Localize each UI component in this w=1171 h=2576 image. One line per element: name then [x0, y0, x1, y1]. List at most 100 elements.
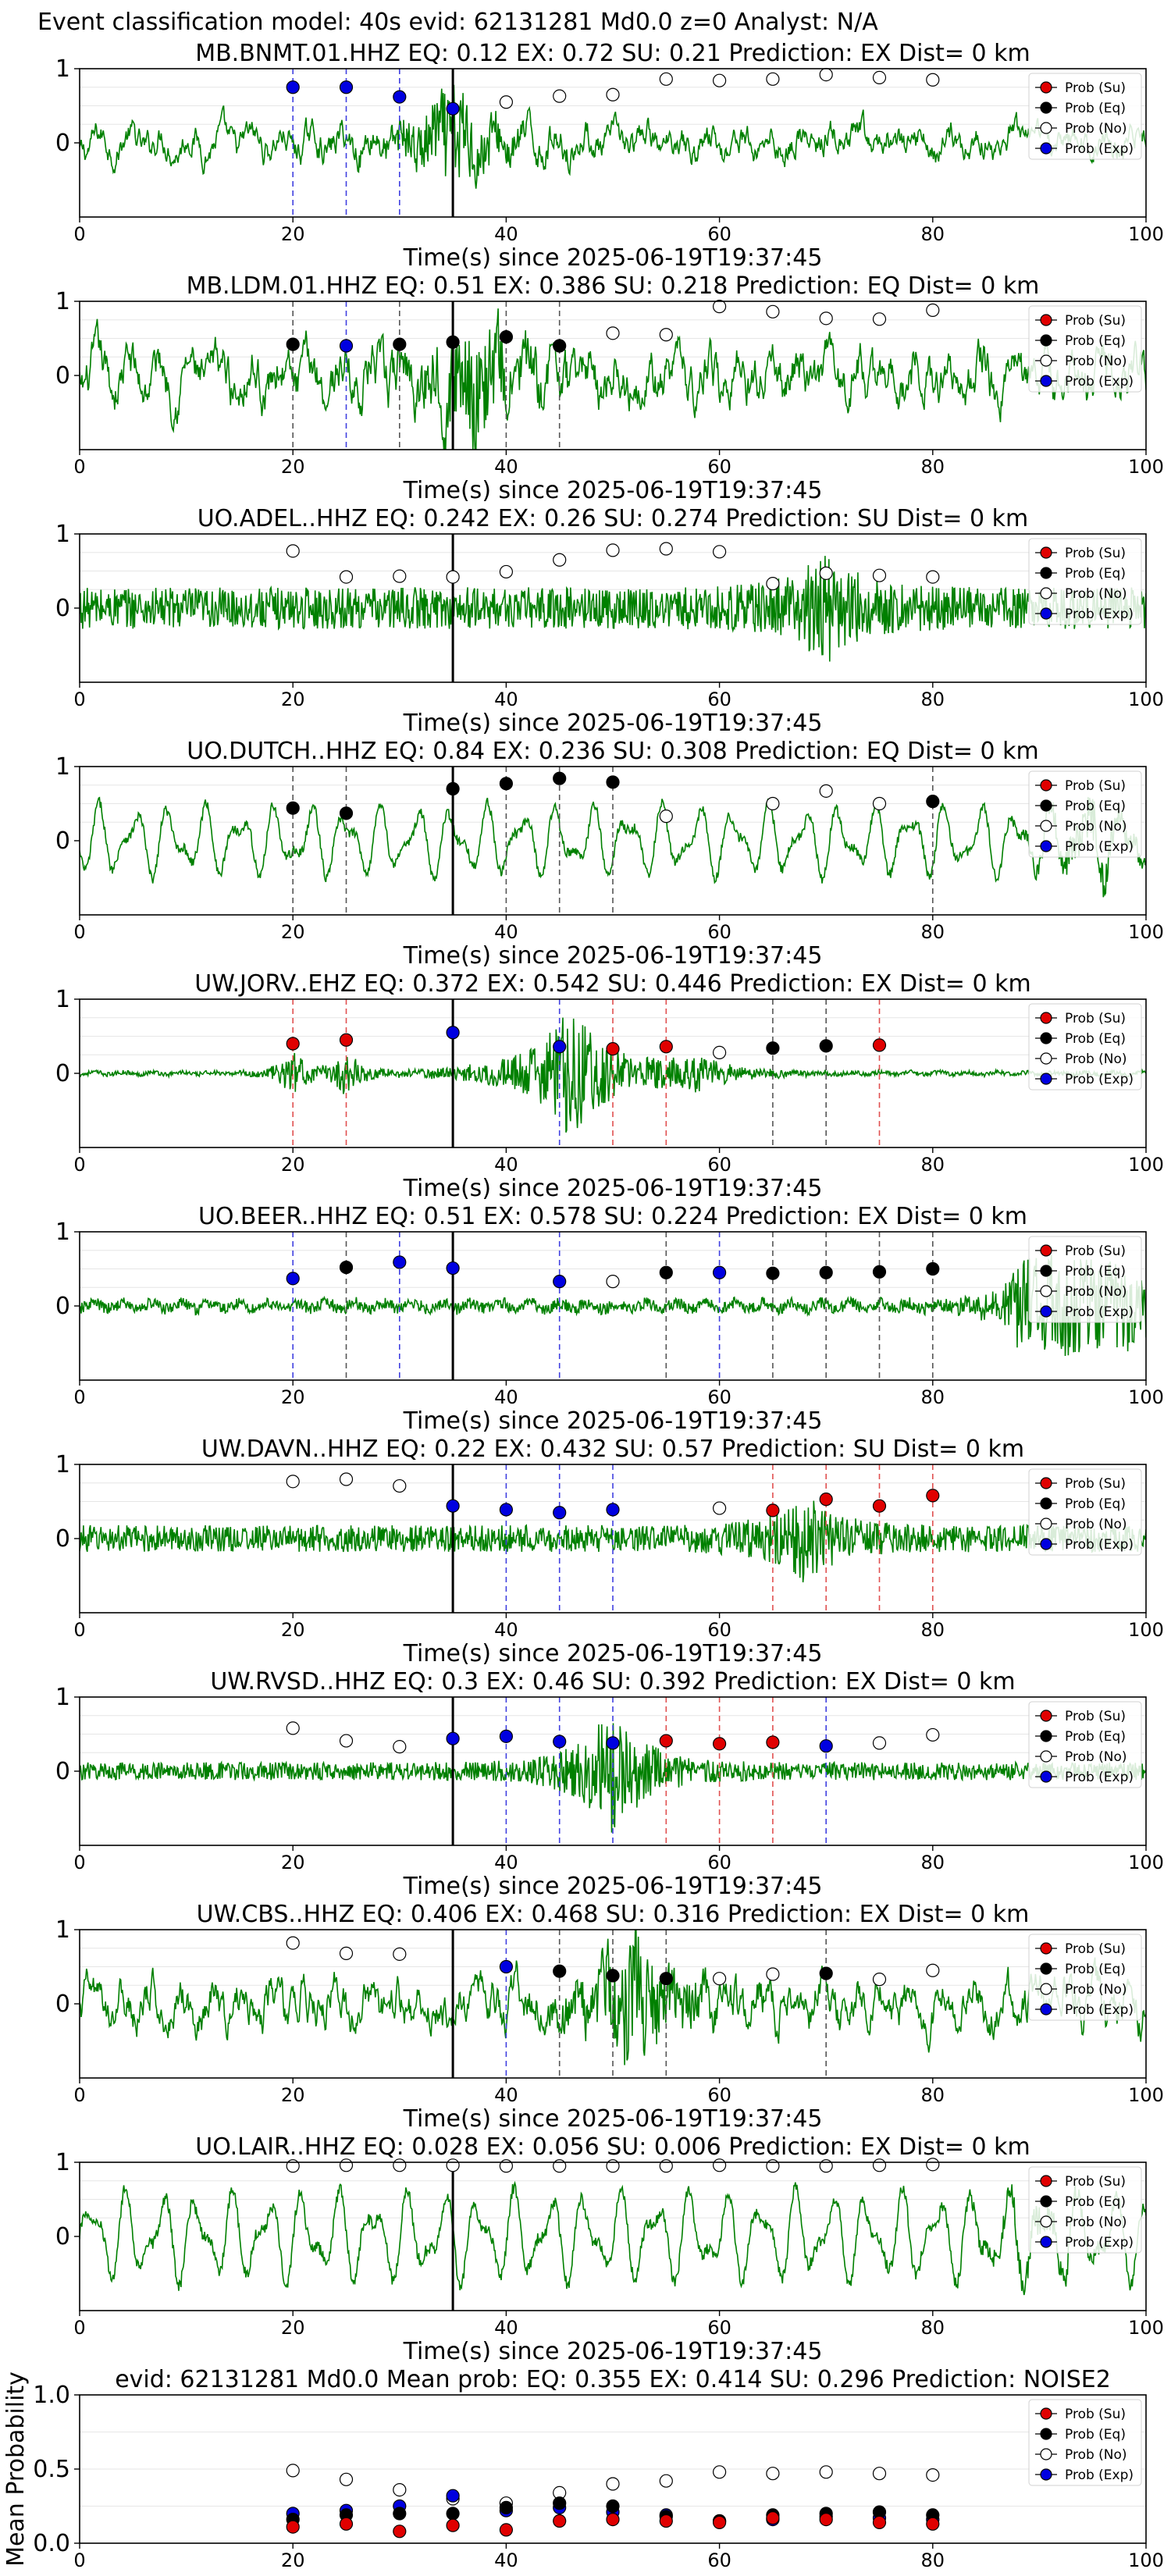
marker-exp: [553, 1040, 567, 1054]
marker-su: [819, 1493, 833, 1507]
marker-su: [606, 1042, 620, 1056]
legend-marker-eq: [1040, 334, 1052, 347]
x-tick-label: 60: [707, 1852, 731, 1873]
marker-no: [659, 542, 673, 556]
mean-point-no: [819, 2465, 833, 2479]
waveform-trace: [80, 1723, 1146, 1833]
marker-no: [712, 1045, 727, 1060]
waveform-trace: [80, 1254, 1146, 1357]
x-tick-label: 80: [921, 1154, 945, 1176]
x-tick-label: 0: [73, 1852, 85, 1873]
marker-eq: [499, 330, 514, 344]
x-tick-label: 80: [921, 2549, 945, 2571]
marker-no: [286, 1721, 300, 1735]
panel-9: UW.CBS..HHZ EQ: 0.406 EX: 0.468 SU: 0.31…: [55, 1901, 1164, 2133]
legend-marker-exp: [1040, 142, 1052, 155]
x-tick-label: 0: [73, 688, 85, 710]
legend-marker-eq: [1040, 1265, 1052, 1277]
legend-label: Prob (No): [1065, 819, 1127, 834]
marker-no: [872, 2158, 887, 2172]
marker-eq: [926, 795, 940, 809]
legend-marker-eq: [1040, 799, 1052, 812]
x-tick-label: 20: [281, 1619, 305, 1641]
x-tick-label: 40: [494, 1154, 518, 1176]
y-tick-label: 1: [55, 2149, 70, 2176]
x-tick-label: 20: [281, 1386, 305, 1408]
x-tick-label: 40: [494, 2549, 518, 2571]
legend-marker-eq: [1040, 1497, 1052, 1510]
marker-eq: [819, 1265, 833, 1279]
legend-label: Prob (Eq): [1065, 566, 1126, 582]
marker-exp: [446, 1499, 460, 1513]
marker-no: [926, 1963, 940, 1977]
legend-marker-su: [1040, 779, 1052, 792]
marker-su: [766, 1503, 780, 1517]
legend-marker-exp: [1040, 2236, 1052, 2248]
legend-label: Prob (Su): [1065, 313, 1126, 329]
legend-marker-no: [1040, 2448, 1052, 2460]
x-tick-label: 40: [494, 2084, 518, 2106]
mean-point-su: [872, 2515, 887, 2529]
marker-no: [712, 2158, 727, 2172]
marker-su: [872, 1499, 887, 1513]
x-tick-label: 60: [707, 456, 731, 478]
legend-marker-exp: [1040, 840, 1052, 852]
marker-exp: [606, 1736, 620, 1750]
legend-marker-exp: [1040, 2468, 1052, 2481]
x-tick-label: 100: [1128, 688, 1164, 710]
marker-no: [446, 570, 460, 584]
legend-box: [1028, 305, 1142, 393]
waveform-trace: [80, 84, 1146, 189]
waveform-trace: [80, 1500, 1146, 1583]
marker-no: [553, 89, 567, 103]
marker-no: [659, 809, 673, 824]
marker-no: [286, 544, 300, 558]
legend-label: Prob (No): [1065, 121, 1127, 137]
legend-label: Prob (Eq): [1065, 1264, 1126, 1279]
legend-box: [1028, 2399, 1142, 2486]
legend-marker-exp: [1040, 1770, 1052, 1783]
mean-point-no: [286, 2464, 300, 2478]
legend-marker-su: [1040, 2175, 1052, 2187]
y-tick-label: 1: [55, 55, 70, 83]
legend-label: Prob (Eq): [1065, 1031, 1126, 1047]
legend-label: Prob (Exp): [1065, 607, 1134, 622]
mean-point-su: [606, 2513, 620, 2527]
marker-su: [659, 1040, 673, 1054]
legend-label: Prob (No): [1065, 1749, 1127, 1765]
legend-label: Prob (Eq): [1065, 1496, 1126, 1512]
x-tick-label: 80: [921, 2317, 945, 2339]
marker-no: [659, 72, 673, 86]
marker-no: [286, 1475, 300, 1489]
legend-label: Prob (Eq): [1065, 2194, 1126, 2210]
mean-point-eq: [393, 2507, 407, 2521]
legend-marker-no: [1040, 122, 1052, 134]
marker-eq: [553, 1964, 567, 1978]
x-tick-label: 40: [494, 2317, 518, 2339]
y-tick-label: 0: [55, 1991, 70, 2018]
mean-point-no: [766, 2467, 780, 2481]
x-tick-label: 100: [1128, 1154, 1164, 1176]
marker-exp: [446, 1261, 460, 1276]
y-tick-label: 0: [55, 1525, 70, 1553]
marker-exp: [712, 1265, 727, 1279]
marker-no: [872, 1973, 887, 1987]
marker-eq: [446, 335, 460, 349]
waveform-trace: [80, 1017, 1146, 1133]
mean-point-su: [926, 2517, 940, 2531]
panel-5: UW.JORV..EHZ EQ: 0.372 EX: 0.542 SU: 0.4…: [55, 970, 1164, 1202]
panel-11: evid: 62131281 Md0.0 Mean prob: EQ: 0.35…: [2, 2366, 1164, 2571]
marker-no: [766, 577, 780, 591]
x-tick-label: 0: [73, 921, 85, 943]
marker-no: [819, 67, 833, 82]
waveform-trace: [80, 1930, 1146, 2065]
mean-point-su: [819, 2513, 833, 2527]
legend-label: Prob (Su): [1065, 1244, 1126, 1259]
marker-no: [339, 1734, 354, 1748]
marker-no: [766, 1967, 780, 1981]
legend-marker-su: [1040, 1710, 1052, 1722]
marker-eq: [819, 1966, 833, 1980]
marker-exp: [339, 339, 354, 353]
marker-no: [393, 1478, 407, 1493]
marker-no: [446, 2158, 460, 2172]
